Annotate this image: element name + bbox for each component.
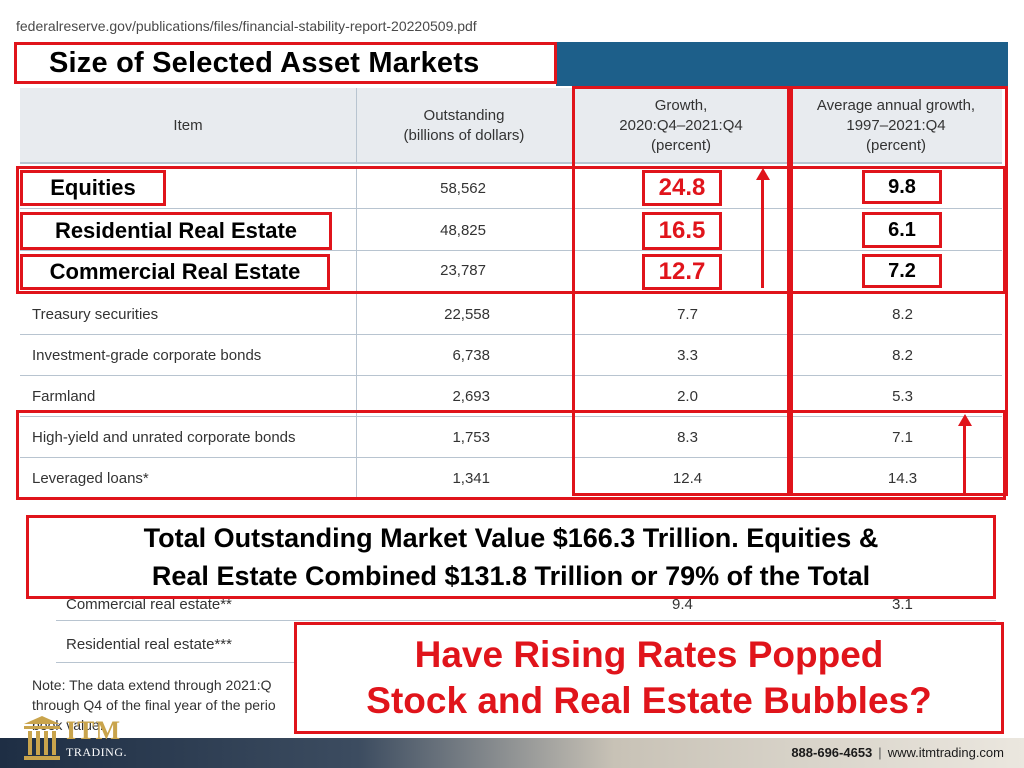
header-band bbox=[556, 42, 1008, 86]
cell-growth: 2.0 bbox=[677, 388, 698, 405]
cell-avg-growth: 8.2 bbox=[892, 347, 913, 364]
cell-outstanding: 2,693 bbox=[452, 388, 490, 405]
header-outstanding: Outstanding (billions of dollars) bbox=[403, 107, 525, 144]
cell-growth: 8.3 bbox=[677, 429, 698, 446]
header-item: Item bbox=[173, 117, 203, 134]
highlight-bottom-rows bbox=[16, 410, 1006, 500]
logo-text: ITM bbox=[66, 716, 121, 745]
growth-residential: 16.5 bbox=[642, 212, 722, 250]
pillar-logo-icon bbox=[24, 716, 60, 760]
table-row: Treasury securities 22,558 7.7 8.2 bbox=[20, 294, 1002, 335]
note-line-1: Note: The data extend through 2021:Q bbox=[32, 677, 272, 693]
growth-commercial: 12.7 bbox=[642, 254, 722, 290]
cell-outstanding: 1,753 bbox=[452, 429, 490, 446]
footer-contact: 888-696-4653 | www.itmtrading.com bbox=[791, 745, 1004, 760]
total-line-2: Real Estate Combined $131.8 Trillion or … bbox=[151, 561, 871, 591]
avg-residential: 6.1 bbox=[862, 212, 942, 248]
table-row: High-yield and unrated corporate bonds 1,… bbox=[20, 417, 1002, 458]
lower-commercial-label: Commercial real estate** bbox=[66, 596, 232, 613]
outstanding-residential: 48,825 bbox=[440, 221, 486, 239]
total-callout: Total Outstanding Market Value $166.3 Tr… bbox=[26, 515, 996, 599]
cell-avg-growth: 14.3 bbox=[887, 470, 918, 487]
url-bar: federalreserve.gov/publications/files/fi… bbox=[0, 0, 1024, 40]
url-text: federalreserve.gov/publications/files/fi… bbox=[16, 18, 477, 34]
header-avg-growth: Average annual growth, 1997–2021:Q4 (per… bbox=[816, 97, 976, 154]
lower-commercial-avg: 3.1 bbox=[892, 596, 913, 613]
footer-separator: | bbox=[878, 745, 882, 760]
outstanding-equities: 58,562 bbox=[440, 179, 486, 197]
total-line-1: Total Outstanding Market Value $166.3 Tr… bbox=[143, 523, 879, 553]
website-link[interactable]: www.itmtrading.com bbox=[887, 745, 1004, 760]
table-row: Farmland 2,693 2.0 5.3 bbox=[20, 376, 1002, 417]
question-callout: Have Rising Rates Popped Stock and Real … bbox=[294, 622, 1004, 734]
cell-avg-growth: 5.3 bbox=[892, 388, 913, 405]
avg-equities: 9.8 bbox=[862, 170, 942, 204]
label-commercial: Commercial Real Estate bbox=[20, 254, 330, 290]
lower-residential-label: Residential real estate*** bbox=[66, 636, 232, 653]
cell-item: Investment-grade corporate bonds bbox=[32, 347, 262, 364]
page-title: Size of Selected Asset Markets bbox=[49, 46, 480, 79]
cell-growth: 3.3 bbox=[677, 347, 698, 364]
row-divider bbox=[20, 250, 1002, 251]
table-header: Item Outstanding (billions of dollars) G… bbox=[20, 88, 1002, 164]
lower-divider bbox=[56, 620, 996, 621]
table-row: Investment-grade corporate bonds 6,738 3.3… bbox=[20, 335, 1002, 376]
outstanding-commercial: 23,787 bbox=[440, 261, 486, 279]
lower-commercial-growth: 9.4 bbox=[672, 596, 693, 613]
highlight-avg-column bbox=[790, 86, 1008, 496]
cell-avg-growth: 7.1 bbox=[892, 429, 913, 446]
arrow-avg-up bbox=[963, 424, 966, 494]
label-equities: Equities bbox=[20, 170, 166, 206]
highlight-top-rows bbox=[16, 166, 1006, 294]
highlight-growth-column bbox=[572, 86, 790, 496]
phone-number[interactable]: 888-696-4653 bbox=[791, 745, 873, 760]
question-line-1: Have Rising Rates Popped bbox=[414, 634, 884, 675]
growth-equities: 24.8 bbox=[642, 170, 722, 206]
cell-growth: 7.7 bbox=[677, 306, 698, 323]
cell-outstanding: 22,558 bbox=[444, 306, 490, 323]
cell-item: High-yield and unrated corporate bonds bbox=[32, 429, 296, 446]
itm-logo: ITM TRADING. bbox=[20, 714, 140, 764]
arrow-head-icon bbox=[958, 414, 972, 426]
note-line-2: through Q4 of the final year of the peri… bbox=[32, 697, 276, 713]
footer-bar bbox=[0, 738, 1024, 768]
header-growth: Growth, 2020:Q4–2021:Q4 (percent) bbox=[619, 97, 743, 154]
label-residential: Residential Real Estate bbox=[20, 212, 332, 250]
title-box: Size of Selected Asset Markets bbox=[14, 42, 557, 84]
logo-subtext: TRADING. bbox=[66, 745, 127, 759]
col-divider bbox=[356, 166, 357, 498]
arrow-growth-up bbox=[761, 178, 764, 288]
arrow-head-icon bbox=[756, 168, 770, 180]
cell-item: Farmland bbox=[32, 388, 96, 405]
cell-outstanding: 1,341 bbox=[452, 470, 490, 487]
question-line-2: Stock and Real Estate Bubbles? bbox=[366, 680, 932, 721]
cell-outstanding: 6,738 bbox=[452, 347, 490, 364]
cell-item: Leveraged loans* bbox=[32, 470, 149, 487]
cell-growth: 12.4 bbox=[672, 470, 703, 487]
avg-commercial: 7.2 bbox=[862, 254, 942, 288]
cell-avg-growth: 8.2 bbox=[892, 306, 913, 323]
row-divider bbox=[20, 208, 1002, 209]
cell-item: Treasury securities bbox=[32, 306, 159, 323]
